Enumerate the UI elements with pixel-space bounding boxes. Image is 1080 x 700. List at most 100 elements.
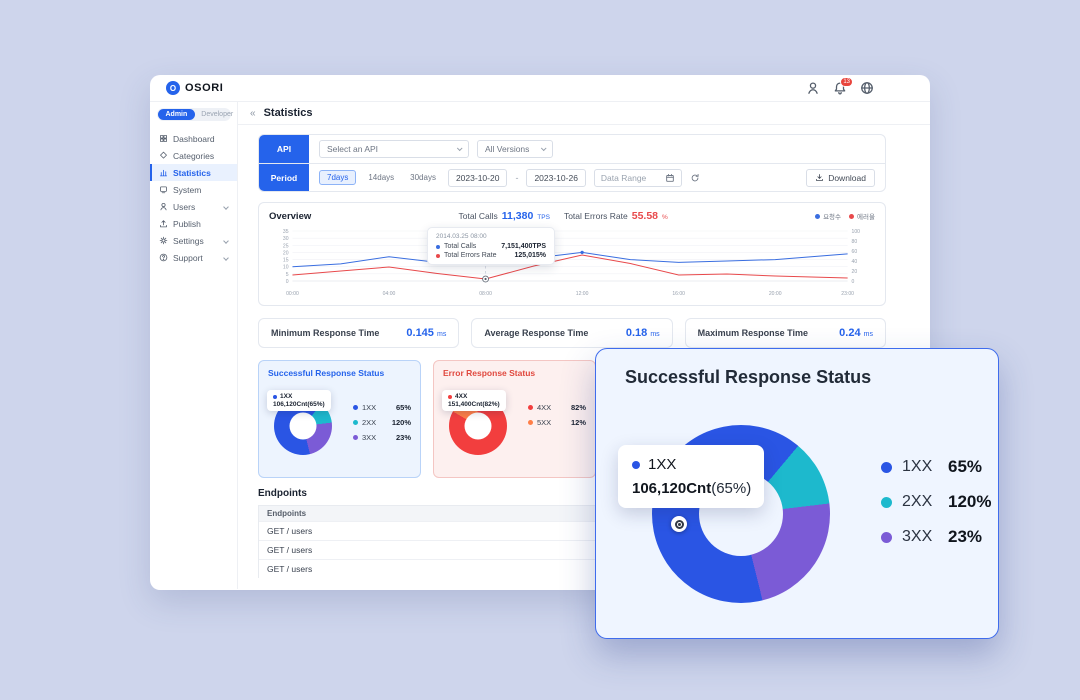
sidebar-item-publish[interactable]: Publish (150, 215, 237, 232)
legend-label: 1XX (902, 458, 933, 475)
categories-icon (160, 151, 167, 159)
svg-text:60: 60 (852, 249, 858, 255)
error-status-panel: Error Response Status 4XX 151,400Cnt(82%… (433, 360, 596, 478)
errors-rate-value: 55.58 (631, 210, 659, 222)
top-bar: O OSORI 13 (150, 75, 930, 102)
statistics-icon (159, 169, 168, 177)
avg-response-time-card: Average Response Time 0.18 ms (471, 318, 673, 348)
tooltip-label: 4XX (455, 393, 468, 400)
legend-dot (815, 213, 821, 219)
notification-count-badge: 13 (840, 77, 853, 87)
sidebar-item-label: Categories (173, 150, 215, 161)
page-header: « Statistics (238, 102, 930, 125)
svg-text:20:00: 20:00 (769, 291, 782, 297)
overview-stats: Total Calls 11,380 TPS Total Errors Rate… (459, 210, 668, 222)
chevron-down-icon (540, 145, 547, 152)
period-7days-button[interactable]: 7days (319, 170, 357, 185)
date-separator: - (515, 172, 519, 183)
brand: O OSORI (166, 81, 223, 95)
sidebar-collapse-icon[interactable]: « (250, 107, 256, 119)
api-tab[interactable]: API (259, 135, 309, 163)
legend-label: 1XX (362, 403, 377, 412)
period-30days-button[interactable]: 30days (406, 171, 440, 184)
svg-text:80: 80 (852, 239, 858, 245)
date-from-input[interactable]: 2023-10-20 (447, 168, 508, 187)
svg-text:15: 15 (283, 258, 289, 264)
sidebar-item-dashboard[interactable]: Dashboard (150, 130, 237, 147)
sidebar-item-statistics[interactable]: Statistics (150, 164, 237, 181)
legend-errors: 에러율 (849, 211, 875, 221)
filter-panel: API Select an API All Versions (258, 134, 886, 192)
version-select-value: All Versions (485, 144, 530, 154)
legend-row: 2XX 120% (353, 418, 411, 427)
sidebar: Admin Developer Dashboard Categories Sta… (150, 102, 238, 589)
api-select[interactable]: Select an API (319, 140, 469, 158)
legend-label: 3XX (902, 528, 933, 545)
tooltip-date: 2014.03.25 08:00 (436, 233, 487, 240)
errors-rate-label: Total Errors Rate (563, 211, 628, 221)
series-dot (436, 253, 440, 258)
legend-dot (849, 213, 855, 219)
date-range-input[interactable]: Data Range (593, 168, 682, 187)
download-button[interactable]: Download (806, 168, 875, 187)
chevron-down-icon (223, 254, 229, 261)
legend-label: 5XX (537, 418, 552, 427)
date-to-input[interactable]: 2023-10-26 (526, 168, 586, 187)
legend-label: 요청수 (823, 214, 842, 221)
svg-text:0: 0 (286, 279, 289, 285)
legend-dot (881, 461, 892, 473)
success-legend: 1XX 65% 2XX 120% 3XX 23% (353, 403, 411, 442)
sidebar-item-system[interactable]: System (150, 181, 237, 198)
chevron-down-icon (456, 145, 463, 152)
legend-value: 120% (948, 492, 992, 511)
top-icon-group: 13 (806, 77, 874, 95)
legend-label: 3XX (362, 433, 377, 442)
error-donut-tooltip: 4XX 151,400Cnt(82%) (442, 390, 506, 411)
period-tab[interactable]: Period (259, 164, 309, 191)
support-icon (159, 253, 168, 262)
legend-label: 2XX (902, 493, 933, 510)
svg-text:04:00: 04:00 (383, 291, 396, 297)
endpoints-title: Endpoints (258, 488, 307, 499)
error-legend: 4XX 82% 5XX 12% (528, 403, 586, 427)
role-admin-button[interactable]: Admin (157, 109, 196, 120)
publish-icon (160, 220, 167, 228)
language-globe-icon[interactable] (860, 81, 874, 95)
sidebar-item-settings[interactable]: Settings (150, 232, 237, 249)
legend-value: 65% (395, 403, 411, 412)
sidebar-item-users[interactable]: Users (150, 198, 237, 215)
calendar-icon (665, 173, 675, 183)
card-unit: ms (650, 331, 660, 338)
period-filter-content: 7days 14days 30days 2023-10-20 - 2023-10… (309, 164, 885, 191)
role-toggle: Admin Developer (156, 108, 233, 121)
legend-row: 3XX 23% (881, 527, 991, 547)
legend-value: 12% (570, 418, 586, 427)
line-chart-area: 0 5 10 15 20 25 30 35 0 20 40 60 80 100 00:00 04:00 08:0… (269, 225, 875, 303)
users-icon (160, 202, 167, 211)
sidebar-item-label: System (173, 184, 202, 195)
svg-text:20: 20 (283, 250, 289, 256)
legend-row: 1XX 65% (881, 457, 991, 477)
zoom-card-title: Successful Response Status (625, 367, 872, 387)
version-select[interactable]: All Versions (477, 140, 553, 158)
legend-dot (528, 405, 533, 410)
refresh-icon[interactable] (690, 173, 700, 183)
sidebar-item-support[interactable]: Support (150, 249, 237, 266)
total-calls-value: 11,380 (501, 210, 534, 222)
sidebar-item-label: Publish (173, 218, 201, 229)
legend-dot (881, 531, 892, 543)
sidebar-item-categories[interactable]: Categories (150, 147, 237, 164)
svg-text:30: 30 (283, 236, 289, 242)
legend-value: 23% (948, 527, 983, 546)
svg-text:00:00: 00:00 (286, 291, 299, 297)
tooltip-row: Total Calls 7,151,400TPS (436, 243, 546, 250)
role-developer-button[interactable]: Developer (201, 111, 234, 118)
period-14days-button[interactable]: 14days (364, 171, 398, 184)
overview-panel: Overview Total Calls 11,380 TPS Total Er… (258, 202, 886, 306)
success-donut-tooltip: 1XX 106,120Cnt(65%) (267, 390, 331, 411)
notifications-bell-icon[interactable]: 13 (833, 77, 853, 95)
tooltip-label: Total Errors Rate (444, 252, 497, 259)
card-label: Average Response Time (484, 328, 589, 338)
user-profile-icon[interactable] (806, 81, 820, 95)
